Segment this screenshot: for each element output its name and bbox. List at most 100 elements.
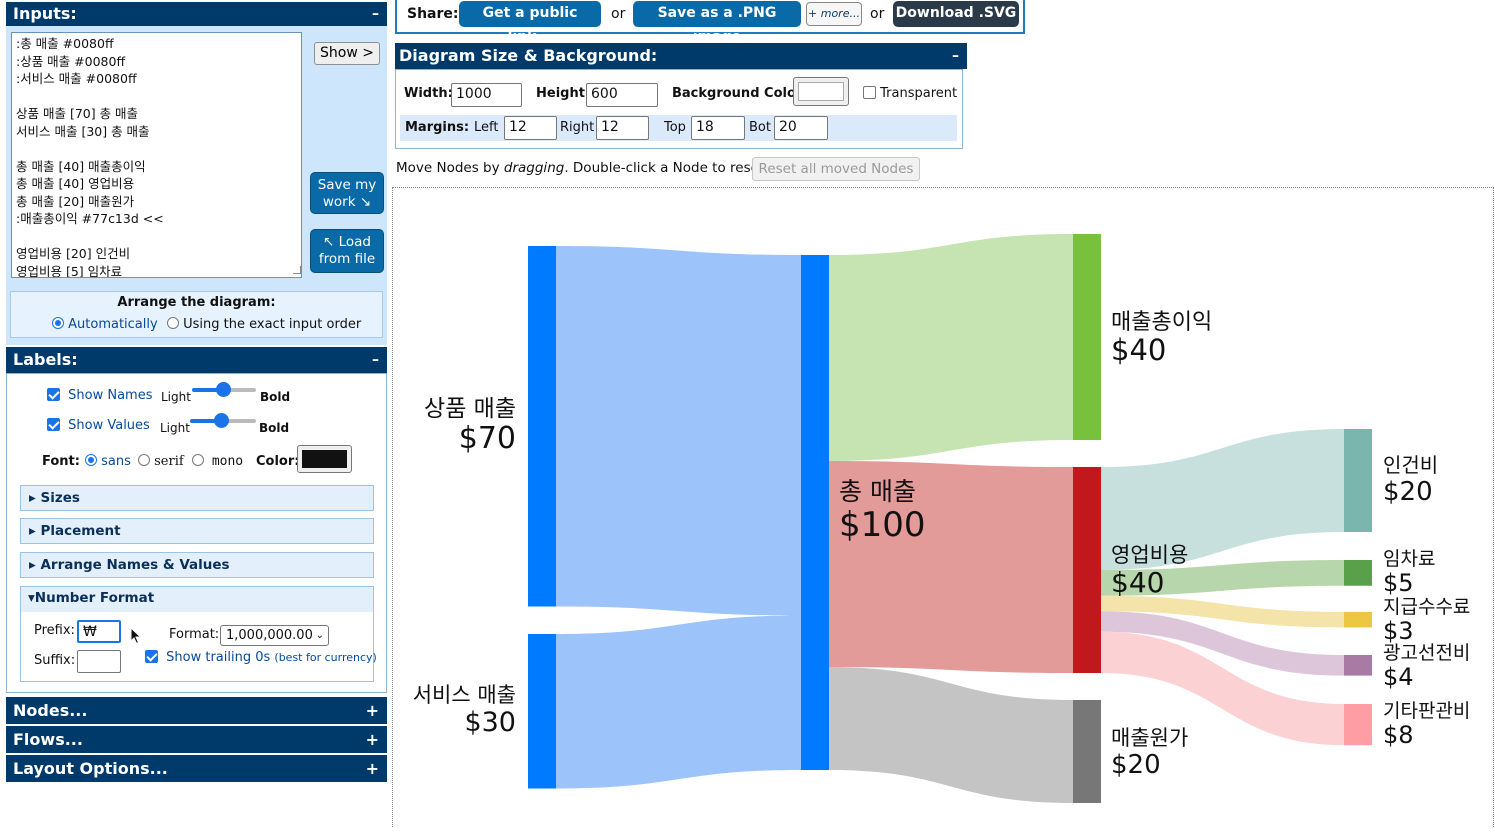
- flow-영업비용-광고선전비[interactable]: [1101, 611, 1344, 676]
- trailing-zeros-option[interactable]: Show trailing 0s (best for currency): [145, 650, 377, 665]
- node-임차료[interactable]: [1344, 560, 1372, 586]
- diagram-size-header[interactable]: Diagram Size & Background: –: [395, 43, 967, 69]
- height-input[interactable]: 600: [586, 83, 658, 107]
- margin-right-input[interactable]: 12: [596, 116, 649, 140]
- background-color-picker[interactable]: [793, 77, 849, 106]
- node-value-label: $5: [1383, 569, 1414, 597]
- font-serif-option[interactable]: serif: [138, 454, 184, 469]
- font-serif-radio[interactable]: [138, 454, 150, 466]
- trailing-zeros-checkbox[interactable]: [145, 650, 158, 663]
- node-매출원가[interactable]: [1073, 700, 1101, 803]
- prefix-input[interactable]: ₩: [77, 620, 121, 643]
- labels-panel-header[interactable]: Labels: –: [6, 347, 387, 373]
- input-line: [16, 140, 297, 158]
- font-sans-option[interactable]: sans: [85, 454, 131, 469]
- collapse-icon[interactable]: –: [372, 6, 379, 22]
- font-mono-radio[interactable]: [192, 454, 204, 466]
- show-names-option[interactable]: Show Names: [47, 388, 152, 403]
- node-영업비용[interactable]: [1073, 467, 1101, 673]
- transparent-checkbox[interactable]: [863, 86, 876, 99]
- width-input[interactable]: 1000: [451, 83, 522, 107]
- save-png-button[interactable]: Save as a .PNG image: [633, 1, 801, 45]
- number-format-toggle[interactable]: ▾Number Format: [28, 590, 154, 606]
- node-name-label: 서비스 매출: [413, 683, 516, 707]
- node-value-label: $8: [1383, 721, 1414, 749]
- sizes-section[interactable]: ▸ Sizes: [20, 485, 374, 511]
- transparent-option[interactable]: Transparent: [863, 86, 957, 101]
- node-지급수수료[interactable]: [1344, 612, 1372, 628]
- move-nodes-text-1: Move Nodes by: [396, 160, 504, 176]
- node-name-label: 매출총이익: [1111, 310, 1212, 335]
- input-line: 상품 매출 [70] 총 매출: [16, 106, 139, 121]
- node-서비스 매출[interactable]: [528, 634, 556, 789]
- node-기타판관비[interactable]: [1344, 704, 1372, 746]
- font-mono-label: mono: [211, 454, 244, 469]
- margin-top-input[interactable]: 18: [691, 116, 745, 140]
- node-value-label: $20: [1383, 477, 1433, 507]
- values-weight-track[interactable]: [222, 419, 256, 423]
- flow-영업비용-기타판관비[interactable]: [1101, 631, 1344, 746]
- arrange-exact-radio[interactable]: [167, 317, 179, 329]
- more-share-options-button[interactable]: + more...: [806, 2, 862, 26]
- inputs-panel-header[interactable]: Inputs: –: [6, 2, 387, 26]
- flows-panel-title: Flows...: [13, 730, 83, 749]
- show-values-checkbox[interactable]: [47, 418, 60, 431]
- expand-icon[interactable]: +: [365, 730, 379, 749]
- node-광고선전비[interactable]: [1344, 655, 1372, 676]
- resize-handle-icon[interactable]: [293, 266, 301, 274]
- flow-영업비용-지급수수료[interactable]: [1101, 595, 1344, 628]
- margin-bot-input[interactable]: 20: [774, 116, 828, 140]
- background-color-label: Background Color:: [672, 86, 808, 101]
- node-상품 매출[interactable]: [528, 246, 556, 607]
- flow-영업비용-인건비[interactable]: [1101, 429, 1344, 570]
- arrange-auto-radio[interactable]: [52, 317, 64, 329]
- names-weight-slider[interactable]: [216, 382, 231, 397]
- save-my-work-button[interactable]: Save my work ↘: [310, 172, 384, 214]
- placement-section[interactable]: ▸ Placement: [20, 518, 374, 544]
- flows-panel-header[interactable]: Flows... +: [6, 726, 387, 753]
- show-values-option[interactable]: Show Values: [47, 418, 150, 433]
- node-인건비[interactable]: [1344, 429, 1372, 532]
- label-color-picker[interactable]: [297, 445, 352, 473]
- flows-input-textarea[interactable]: :총 매출 #0080ff:상품 매출 #0080ff:서비스 매출 #0080…: [11, 32, 302, 278]
- flow-총 매출-매출원가[interactable]: [829, 667, 1073, 803]
- arrange-names-values-section[interactable]: ▸ Arrange Names & Values: [20, 552, 374, 578]
- node-value-label: $4: [1383, 663, 1414, 691]
- node-value-label: $40: [1111, 566, 1164, 599]
- reset-moved-nodes-button[interactable]: Reset all moved Nodes: [752, 157, 920, 181]
- save-button-line1: Save my: [317, 177, 377, 193]
- flow-서비스 매출-총 매출[interactable]: [556, 615, 801, 789]
- input-line: 서비스 매출 [30] 총 매출: [16, 123, 150, 139]
- expand-icon[interactable]: +: [365, 759, 379, 778]
- arrange-exact-option[interactable]: Using the exact input order: [167, 317, 361, 332]
- nodes-panel-header[interactable]: Nodes... +: [6, 697, 387, 724]
- node-매출총이익[interactable]: [1073, 234, 1101, 440]
- collapse-icon[interactable]: –: [952, 48, 959, 64]
- show-button[interactable]: Show >: [314, 42, 380, 65]
- flow-상품 매출-총 매출[interactable]: [556, 246, 801, 616]
- font-mono-option[interactable]: mono: [192, 454, 243, 469]
- get-public-link-button[interactable]: Get a public link...: [459, 1, 601, 45]
- arrange-auto-option[interactable]: Automatically: [52, 317, 158, 332]
- share-or-1: or: [611, 6, 626, 22]
- values-weight-slider[interactable]: [214, 413, 229, 428]
- show-names-checkbox[interactable]: [47, 388, 60, 401]
- layout-options-panel-header[interactable]: Layout Options... +: [6, 755, 387, 782]
- expand-icon[interactable]: +: [365, 701, 379, 720]
- flow-총 매출-매출총이익[interactable]: [829, 234, 1073, 461]
- margin-left-input[interactable]: 12: [504, 116, 557, 140]
- names-weight-track[interactable]: [224, 388, 256, 392]
- share-or-2: or: [870, 6, 885, 22]
- load-from-file-button[interactable]: ↖ Load from file: [310, 229, 384, 273]
- font-sans-radio[interactable]: [85, 454, 97, 466]
- suffix-input[interactable]: [77, 650, 121, 673]
- download-svg-button[interactable]: Download .SVG: [893, 1, 1019, 27]
- flow-총 매출-영업비용[interactable]: [829, 461, 1073, 673]
- node-총 매출[interactable]: [801, 255, 829, 770]
- collapse-icon[interactable]: –: [372, 352, 379, 368]
- format-select[interactable]: 1,000,000.00 ⌄: [220, 625, 329, 646]
- flow-영업비용-임차료[interactable]: [1101, 560, 1344, 596]
- input-line: [16, 88, 297, 106]
- node-value-label: $3: [1383, 617, 1414, 645]
